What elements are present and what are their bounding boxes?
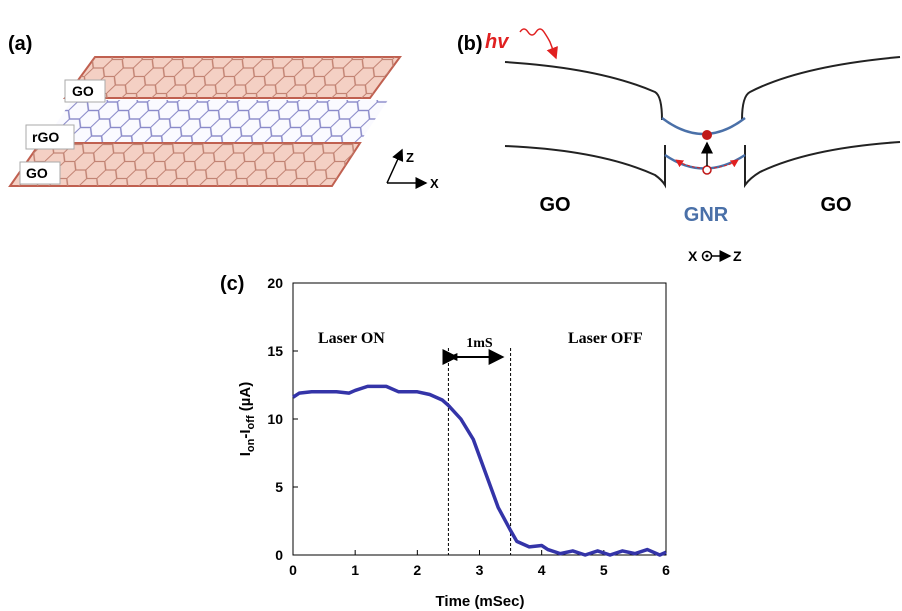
layer-stack <box>8 56 402 187</box>
axis-label: Z <box>733 248 742 264</box>
panel-label: (b) <box>457 33 483 55</box>
x-tick-label: 6 <box>662 562 670 578</box>
annotation: Laser OFF <box>568 330 643 347</box>
annotation: Laser ON <box>318 330 385 347</box>
x-tick-label: 3 <box>476 562 484 578</box>
y-label-part: -I <box>237 429 254 438</box>
y-label-part: I <box>237 452 254 456</box>
y-tick-label: 20 <box>267 275 283 291</box>
arrow-head <box>448 353 458 361</box>
region-label: GO <box>820 194 851 216</box>
y-label-part: off <box>245 415 257 429</box>
photon-label: hv <box>485 31 510 53</box>
axis-label: X <box>430 176 439 191</box>
y-label-part: (µA) <box>237 382 254 416</box>
x-tick-label: 1 <box>351 562 359 578</box>
y-label-part: on <box>245 438 257 452</box>
panel-label: (a) <box>8 33 32 55</box>
axis-label: X <box>688 248 698 264</box>
x-tick-label: 4 <box>538 562 546 578</box>
plot-frame <box>292 282 667 556</box>
x-tick-label: 5 <box>600 562 608 578</box>
x-axis-label: Time (mSec) <box>436 593 525 610</box>
axis-label: Z <box>406 150 414 165</box>
y-axis-label: Ion-Ioff (µA) <box>237 382 257 456</box>
panel-a: (a) GO rGO GO Z X <box>8 33 439 191</box>
x-tick-label: 0 <box>289 562 297 578</box>
region-label: GO <box>539 194 570 216</box>
interval-label: 1mS <box>466 336 493 351</box>
region-label: GNR <box>684 204 729 226</box>
layer-label: GO <box>72 83 94 99</box>
panel-b: (b) hv GO GNR GO X Z <box>457 28 901 264</box>
y-tick-label: 10 <box>267 411 283 427</box>
y-tick-label: 15 <box>267 343 283 359</box>
layer-label: rGO <box>32 129 59 145</box>
layer-label: GO <box>26 165 48 181</box>
data-line <box>292 384 667 557</box>
panel-c: (c) Time (mSec) Ion-Ioff (µA) Laser ON L… <box>220 273 670 610</box>
y-tick-label: 5 <box>275 479 283 495</box>
band-diagram <box>504 56 901 189</box>
panel-label: (c) <box>220 273 244 295</box>
x-tick-label: 2 <box>413 562 421 578</box>
y-tick-label: 0 <box>275 547 283 563</box>
